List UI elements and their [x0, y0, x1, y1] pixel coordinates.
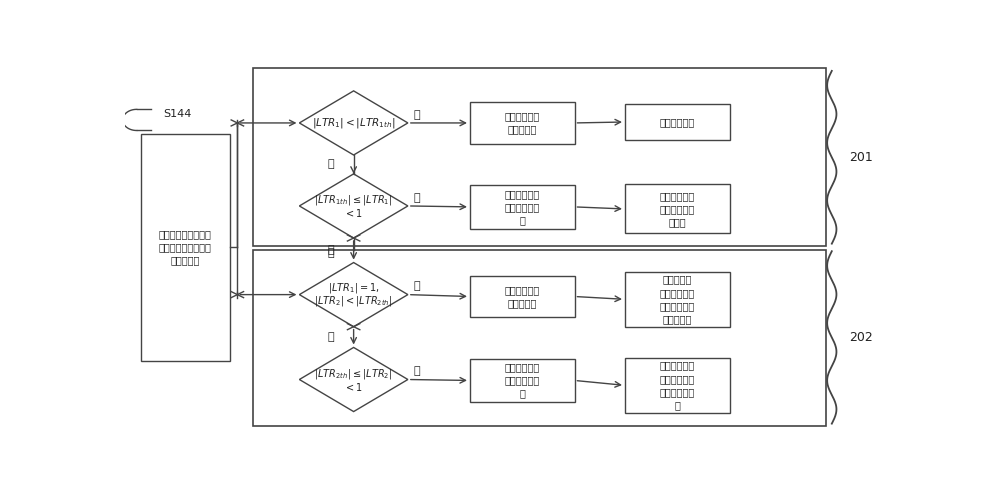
Bar	[470, 359, 574, 402]
Polygon shape	[299, 263, 408, 327]
Text: 是: 是	[414, 110, 420, 120]
Bar	[625, 104, 730, 140]
Bar	[253, 68, 826, 245]
Text: 叉车侧倾状态
处于异常危险
域: 叉车侧倾状态 处于异常危险 域	[505, 362, 540, 399]
Text: $<1$: $<1$	[344, 207, 363, 220]
Text: 是: 是	[414, 193, 420, 203]
Bar	[253, 250, 826, 425]
Text: 是: 是	[414, 281, 420, 292]
Bar	[470, 185, 574, 228]
Bar	[140, 134, 230, 361]
Polygon shape	[299, 347, 408, 412]
Text: 201: 201	[849, 151, 873, 164]
Text: $|LTR_1|<|LTR_{1th}|$: $|LTR_1|<|LTR_{1th}|$	[312, 116, 395, 130]
Text: 否: 否	[327, 159, 334, 170]
Text: 202: 202	[849, 331, 873, 344]
Text: 否: 否	[327, 248, 334, 258]
Text: 叉车侧倾状态
处于危险域: 叉车侧倾状态 处于危险域	[505, 285, 540, 308]
Bar	[470, 102, 574, 144]
Text: 叉车侧倾状态
处于相对稳定
域: 叉车侧倾状态 处于相对稳定 域	[505, 189, 540, 225]
Text: 是: 是	[414, 366, 420, 376]
Text: 依据叉车的各个侧翻
状态区域，进行防侧
翻分层控制: 依据叉车的各个侧翻 状态区域，进行防侧 翻分层控制	[159, 229, 212, 266]
Text: 第一控制器和
第二控制器的
控制达到最大
值: 第一控制器和 第二控制器的 控制达到最大 值	[660, 361, 695, 410]
Polygon shape	[299, 91, 408, 155]
Text: S144: S144	[163, 109, 192, 119]
Text: $|LTR_2|<|LTR_{2th}|$: $|LTR_2|<|LTR_{2th}|$	[314, 294, 393, 308]
Bar	[625, 272, 730, 327]
Text: $|LTR_1|=1,$: $|LTR_1|=1,$	[328, 281, 379, 295]
Text: 叉车侧倾状态
处于稳定域: 叉车侧倾状态 处于稳定域	[505, 111, 540, 135]
Text: 否: 否	[327, 332, 334, 342]
Text: $|LTR_{1th}|\leq|LTR_1|$: $|LTR_{1th}|\leq|LTR_1|$	[314, 193, 393, 207]
Text: 动平衡块控
制、液压支撑
油缸控制及转
向油缸工作: 动平衡块控 制、液压支撑 油缸控制及转 向油缸工作	[660, 274, 695, 324]
Text: $|LTR_{2th}|\leq|LTR_2|$: $|LTR_{2th}|\leq|LTR_2|$	[314, 367, 393, 381]
Text: 动平衡块控制
和液压支撑油
缸工作: 动平衡块控制 和液压支撑油 缸工作	[660, 191, 695, 227]
Bar	[625, 358, 730, 413]
Text: 否: 否	[327, 245, 334, 255]
Text: 动平衡块工作: 动平衡块工作	[660, 117, 695, 127]
Polygon shape	[299, 174, 408, 238]
Bar	[625, 184, 730, 234]
Text: $<1$: $<1$	[344, 381, 363, 393]
Bar	[470, 276, 574, 317]
